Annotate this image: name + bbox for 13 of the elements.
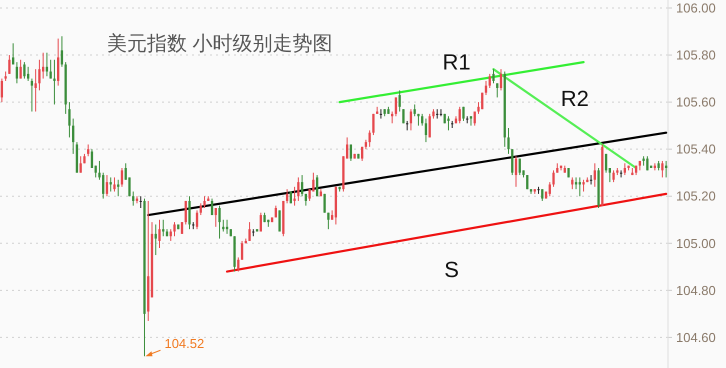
y-tick-label: 105.20 — [676, 188, 716, 204]
y-tick-label: 105.60 — [676, 94, 716, 110]
y-tick-label: 104.60 — [676, 330, 716, 345]
y-tick-label: 105.40 — [676, 142, 716, 157]
annotation: R1 — [442, 50, 471, 75]
annotation: 104.52 — [164, 336, 204, 352]
text: 美元指数 小时级别走势图 — [107, 32, 333, 55]
y-tick-label: 105.80 — [676, 48, 716, 63]
annotation: S — [444, 257, 459, 282]
y-tick-label: 105.00 — [676, 236, 716, 251]
annotation: R2 — [560, 86, 589, 112]
y-tick-label: 106.00 — [676, 0, 716, 16]
y-tick-label: 104.80 — [676, 282, 716, 298]
